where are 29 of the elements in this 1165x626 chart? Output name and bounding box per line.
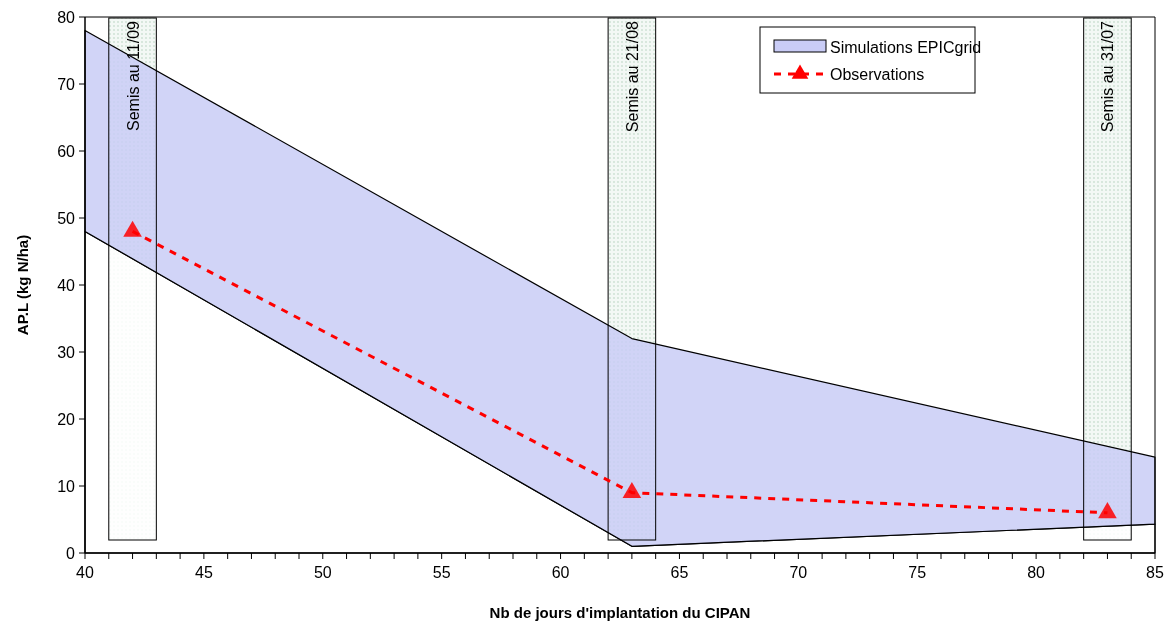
x-tick-label: 60	[551, 564, 570, 581]
y-axis-title: AP.L (kg N/ha)	[14, 234, 31, 336]
y-tick-label: 60	[57, 142, 76, 160]
y-tick-label: 0	[66, 544, 76, 562]
x-axis-title: Nb de jours d'implantation du CIPAN	[489, 604, 751, 621]
y-tick-label: 80	[57, 8, 76, 26]
point	[622, 481, 642, 499]
y-tick-label: 40	[57, 276, 76, 294]
y-tick-label: 10	[57, 477, 76, 495]
x-tick-label: 75	[908, 564, 927, 581]
x-tick-label: 65	[670, 564, 689, 581]
legend-label: Simulations EPICgrid	[830, 38, 982, 56]
x-tick-label: 45	[194, 564, 213, 581]
x-tick-label: 80	[1027, 564, 1046, 581]
y-tick-label: 20	[57, 410, 76, 428]
legend-label: Observations	[830, 65, 925, 83]
x-tick-label: 85	[1146, 564, 1164, 581]
x-tick-label: 70	[789, 564, 808, 581]
x-tick-label: 55	[432, 564, 451, 581]
x-tick-label: 40	[76, 564, 94, 581]
x-tick-label: 50	[313, 564, 332, 581]
band-label: Semis au 31/07	[1099, 20, 1117, 133]
point	[123, 220, 142, 237]
band-label: Semis au 21/08	[623, 20, 641, 133]
y-tick-label: 70	[57, 75, 76, 93]
y-tick-label: 50	[57, 209, 76, 227]
band-label: Semis au 11/09	[124, 20, 142, 131]
point	[1098, 502, 1117, 519]
y-tick-label: 30	[57, 343, 76, 361]
